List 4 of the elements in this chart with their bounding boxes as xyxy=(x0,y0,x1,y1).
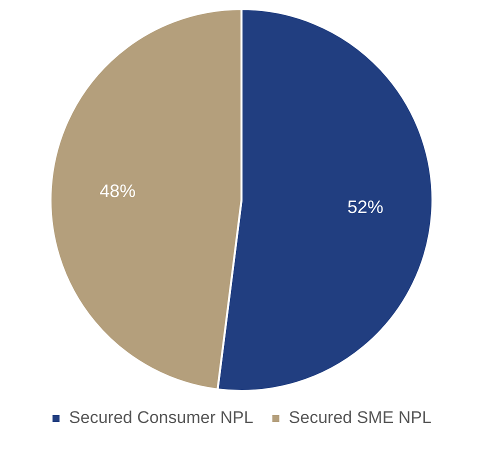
legend-label: Secured Consumer NPL xyxy=(69,408,254,428)
legend-label: Secured SME NPL xyxy=(288,408,432,428)
data-label: 48% xyxy=(100,181,136,202)
data-label: 52% xyxy=(347,196,384,217)
